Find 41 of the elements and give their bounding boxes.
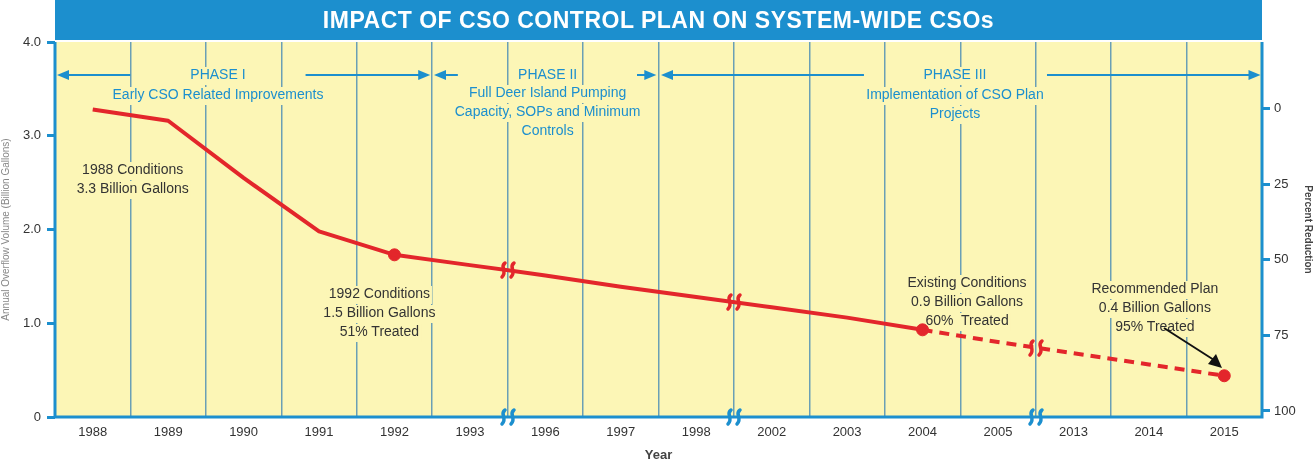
annotation: Early CSO Related Improvements: [112, 85, 324, 102]
y2-tick-label: 0: [1274, 100, 1282, 116]
annotation: Existing Conditions 0.9 Billion Gallons 60% Treated: [907, 273, 1027, 328]
x-tick-label: 1991: [304, 424, 334, 440]
x-tick-label: 2004: [908, 424, 937, 440]
annotation: Implementation of CSO Plan Projects: [866, 85, 1044, 121]
x-tick-label: 2002: [757, 424, 787, 440]
annotation: PHASE I: [190, 65, 246, 82]
y-tick-label: 4.0: [22, 33, 41, 49]
x-tick-label: 2005: [983, 424, 1013, 440]
y2-axis-title: Percent Reduction: [1303, 185, 1314, 274]
y2-tick-label: 50: [1274, 251, 1289, 267]
point: [1217, 369, 1231, 383]
x-tick-label: 1996: [530, 424, 560, 440]
annotation: PHASE II: [518, 65, 578, 82]
annotation: 1992 Conditions 1.5 Billion Gallons 51% Treated: [323, 284, 436, 339]
y-tick-label: 0: [33, 408, 41, 424]
x-tick-label: 1993: [455, 424, 485, 440]
x-tick-label: 1988: [78, 424, 108, 440]
y-tick-label: 2.0: [22, 221, 41, 237]
x-tick-label: 2003: [832, 424, 862, 440]
x-tick-label: 1998: [681, 424, 711, 440]
y-tick-label: 1.0: [22, 314, 41, 330]
y-tick-label: 3.0: [22, 127, 41, 143]
y2-tick-label: 100: [1274, 402, 1296, 418]
x-tick-label: 1997: [606, 424, 636, 440]
x-tick-label: 1992: [380, 424, 409, 440]
annotation: Full Deer Island Pumping Capacity, SOPs and Minimum Controls: [454, 83, 641, 138]
x-tick-label: 2013: [1058, 424, 1088, 440]
y2-tick-label: 25: [1274, 175, 1289, 191]
annotation: Recommended Plan 0.4 Billion Gallons 95% Treated: [1091, 279, 1219, 334]
y2-tick-label: 75: [1274, 326, 1289, 342]
annotation: 1988 Conditions 3.3 Billion Gallons: [76, 160, 189, 196]
x-tick-label: 1990: [229, 424, 259, 440]
chart-title: IMPACT OF CSO CONTROL PLAN ON SYSTEM-WIDE CSOs: [55, 0, 1262, 40]
x-tick-label: 1989: [153, 424, 183, 440]
annotation: PHASE III: [923, 65, 987, 82]
y-axis-title: Annual Overflow Volume (Billion Gallons): [0, 138, 11, 321]
x-tick-label: 2015: [1209, 424, 1239, 440]
x-tick-label: 2014: [1134, 424, 1164, 440]
x-axis-title: Year: [644, 446, 673, 462]
